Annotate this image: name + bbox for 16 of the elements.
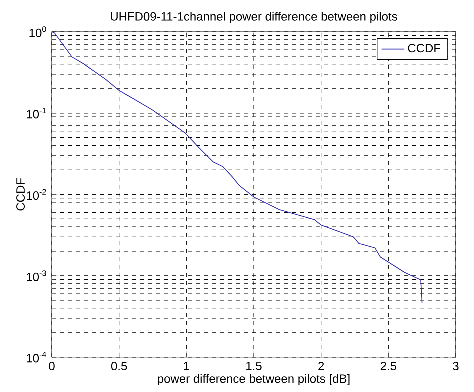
x-tick-label: 2.5 <box>380 362 396 371</box>
y-axis-title: CCDF <box>16 178 26 211</box>
x-tick-label: 1.5 <box>246 362 262 370</box>
x-tick-label: 1 <box>184 362 190 370</box>
y-tick-label: 10$^{0}$ <box>30 26 46 38</box>
legend-label: CCDF <box>408 44 441 53</box>
y-tick-label: 10$^{-1}$ <box>27 108 46 119</box>
y-tick-label: 10$^{-2}$ <box>27 189 46 200</box>
y-tick-label: 10$^{-4}$ <box>27 352 46 363</box>
x-tick-label: 0 <box>49 362 55 371</box>
x-tick-label: 2 <box>318 362 324 370</box>
y-tick-label: 10$^{-3}$ <box>27 270 46 282</box>
chart-title: UHFD09-11-1channel power difference between pilots <box>111 12 398 24</box>
x-axis-title: power difference between pilots [dB] <box>158 374 350 386</box>
x-tick-label: 0.5 <box>111 362 128 371</box>
x-tick-label: 3 <box>453 362 459 371</box>
